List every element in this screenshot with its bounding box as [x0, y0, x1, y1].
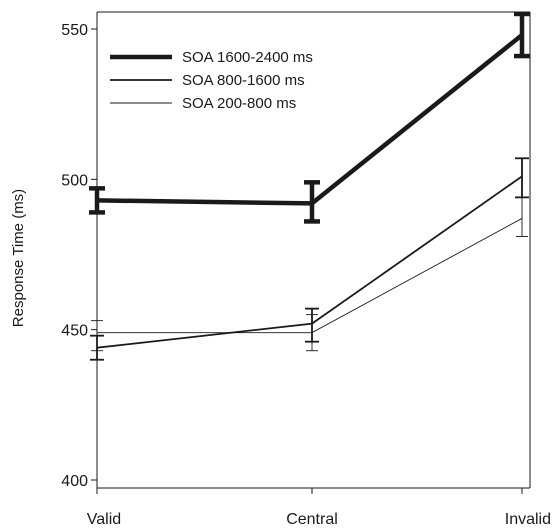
y-tick-label: 400: [61, 473, 88, 490]
series-line: [97, 218, 523, 334]
legend-label: SOA 1600-2400 ms: [182, 49, 313, 66]
legend: SOA 1600-2400 ms SOA 800-1600 ms SOA 200-8…: [110, 49, 313, 112]
plot-frame: [96, 11, 531, 489]
series-medium: [90, 157, 529, 361]
x-tick-label: Invalid: [505, 511, 551, 528]
legend-label: SOA 800-1600 ms: [182, 72, 305, 89]
y-axis-ticks: 400 450 500 550: [61, 22, 97, 490]
y-tick-label: 550: [61, 22, 88, 39]
legend-label: SOA 200-800 ms: [182, 95, 296, 112]
x-tick-label: Central: [286, 511, 338, 528]
series-thin: [91, 196, 528, 352]
x-axis-ticks: Valid Central Invalid: [87, 488, 551, 528]
y-tick-label: 450: [61, 323, 88, 340]
series-heavy: [89, 11, 530, 224]
y-tick-label: 500: [61, 172, 88, 189]
series-layer: [89, 11, 530, 361]
y-axis-title: Response Time (ms): [10, 189, 27, 327]
x-tick-label: Valid: [87, 511, 121, 528]
